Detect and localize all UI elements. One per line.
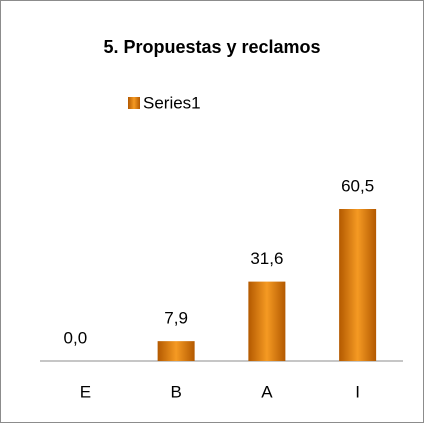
- x-tick-label: A: [261, 382, 273, 401]
- x-tick-label: B: [170, 382, 181, 401]
- data-label: 31,6: [250, 249, 283, 268]
- bar: [339, 209, 377, 361]
- legend-label: Series1: [143, 93, 201, 112]
- bar: [157, 341, 195, 361]
- data-label: 7,9: [164, 309, 188, 328]
- legend-swatch: [128, 97, 140, 109]
- data-label: 60,5: [341, 176, 374, 195]
- x-tick-label: E: [80, 382, 91, 401]
- x-tick-label: I: [355, 382, 360, 401]
- chart-title: 5. Propuestas y reclamos: [103, 37, 320, 57]
- data-label: 0,0: [64, 328, 88, 347]
- bar: [248, 281, 286, 361]
